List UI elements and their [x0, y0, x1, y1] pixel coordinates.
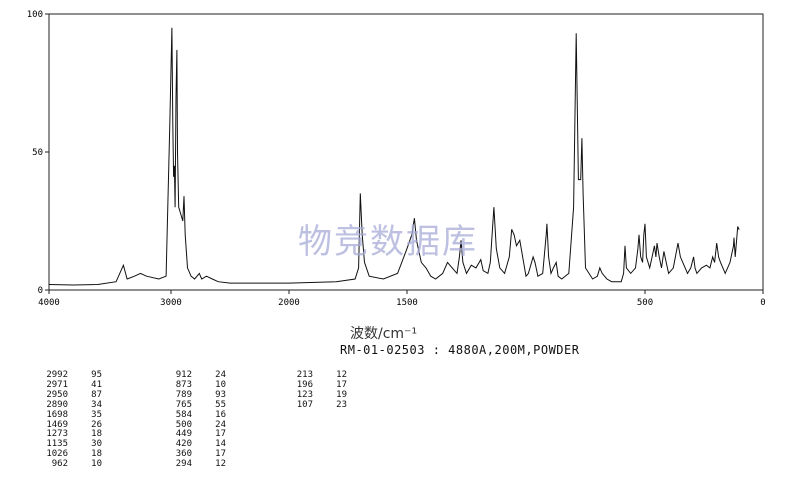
- peak-position: 1135: [46, 439, 68, 450]
- peak-position: 420: [175, 439, 192, 450]
- peak-position: 500: [175, 419, 192, 430]
- peak-position: 2950: [46, 389, 68, 400]
- peak-intensity: 95: [91, 370, 102, 380]
- peak-intensity: 87: [91, 389, 102, 400]
- peak-intensity: 12: [215, 459, 226, 470]
- peak-intensity: 14: [215, 439, 226, 450]
- peak-position: 2890: [46, 399, 68, 410]
- x-tick-label: 4000: [38, 298, 60, 308]
- peak-row: 962 10: [38, 459, 102, 470]
- peak-intensity: 17: [215, 429, 226, 440]
- peak-row: 1026 18: [38, 449, 102, 460]
- peak-intensity: 10: [91, 459, 102, 470]
- peak-intensity: 23: [336, 399, 347, 410]
- chart-subtitle: RM-01-02503 : 4880A,200M,POWDER: [340, 343, 580, 357]
- x-tick-label: 3000: [160, 298, 182, 308]
- x-tick-label: 1500: [396, 298, 418, 308]
- peak-position: 1469: [46, 419, 68, 430]
- peak-row: 294 12: [162, 459, 226, 470]
- peak-position: 912: [175, 370, 192, 380]
- peak-position: 213: [296, 370, 313, 380]
- peak-position: 360: [175, 449, 192, 460]
- peak-row: 360 17: [162, 449, 226, 460]
- peak-row: 1135 30: [38, 439, 102, 450]
- peak-position: 962: [51, 459, 68, 470]
- peak-intensity: 93: [215, 389, 226, 400]
- peak-intensity: 24: [215, 419, 226, 430]
- peak-row: 912 24: [162, 370, 226, 381]
- x-tick-label: 500: [637, 298, 653, 308]
- axis-ticks: 4000 3000 2000 1500 500 0 0 50 100: [27, 10, 766, 308]
- peak-table-col-2: 912 24 873 10 789 93 765 55 584 16 500 24 449 17 420 14…: [162, 370, 226, 470]
- peak-row: 1698 35: [38, 409, 102, 421]
- peak-row: 420 14: [162, 439, 226, 450]
- y-tick-label: 100: [27, 10, 43, 20]
- peak-intensity: 10: [215, 379, 226, 390]
- peak-position: 584: [175, 409, 192, 420]
- peak-row: 789 93: [162, 389, 226, 401]
- peak-intensity: 55: [215, 399, 226, 410]
- peak-row: 213 12: [283, 370, 347, 381]
- peak-row: 123 19: [283, 389, 347, 401]
- x-tick-label: 2000: [278, 298, 300, 308]
- peak-position: 765: [175, 399, 192, 410]
- peak-position: 294: [175, 459, 192, 470]
- x-axis-label: 波数/cm⁻¹: [350, 326, 418, 342]
- peak-intensity: 17: [336, 379, 347, 390]
- peak-intensity: 16: [215, 409, 226, 420]
- peak-row: 1469 26: [38, 419, 102, 431]
- watermark: 物竞数据库: [298, 222, 478, 262]
- peak-row: 873 10: [162, 379, 226, 391]
- peak-position: 1273: [46, 429, 68, 440]
- y-tick-label: 50: [32, 148, 43, 158]
- y-tick-label: 0: [38, 286, 43, 296]
- peak-position: 1698: [46, 409, 68, 420]
- x-tick-label: 0: [760, 298, 765, 308]
- peak-row: 449 17: [162, 430, 226, 440]
- peak-intensity: 17: [215, 449, 226, 460]
- peak-row: 107 23: [283, 399, 347, 411]
- peak-intensity: 41: [91, 379, 102, 390]
- peak-position: 2971: [46, 379, 68, 390]
- peak-position: 107: [296, 399, 313, 410]
- peak-intensity: 12: [336, 370, 347, 380]
- peak-position: 196: [296, 379, 313, 390]
- peak-intensity: 18: [91, 449, 102, 460]
- peak-intensity: 34: [91, 399, 102, 410]
- peak-row: 196 17: [283, 379, 347, 391]
- peak-intensity: 24: [215, 370, 226, 380]
- peak-row: 2971 41: [38, 379, 102, 391]
- peak-table-col-3: 213 12 196 17 123 19 107 23: [283, 370, 347, 411]
- peak-row: 584 16: [162, 409, 226, 421]
- peak-intensity: 30: [91, 439, 102, 450]
- peak-row: 500 24: [162, 419, 226, 431]
- peak-position: 123: [296, 389, 313, 400]
- peak-position: 2992: [46, 370, 68, 380]
- peak-row: 2950 87: [38, 389, 102, 401]
- series-line: [48, 27, 740, 286]
- peak-row: 2890 34: [38, 399, 102, 411]
- peak-intensity: 35: [91, 409, 102, 420]
- peak-table-col-1: 2992 95 2971 41 2950 87 2890 34 1698 35 1469 26 1273…: [38, 370, 102, 470]
- peak-position: 873: [175, 379, 192, 390]
- peak-row: 2992 95: [38, 370, 102, 381]
- peak-position: 789: [175, 389, 192, 400]
- peak-position: 1026: [46, 449, 68, 460]
- peak-position: 449: [175, 429, 192, 440]
- peak-intensity: 19: [336, 389, 347, 400]
- peak-row: 1273 18: [38, 430, 102, 440]
- peak-row: 765 55: [162, 399, 226, 411]
- peak-intensity: 18: [91, 429, 102, 440]
- peak-intensity: 26: [91, 419, 102, 430]
